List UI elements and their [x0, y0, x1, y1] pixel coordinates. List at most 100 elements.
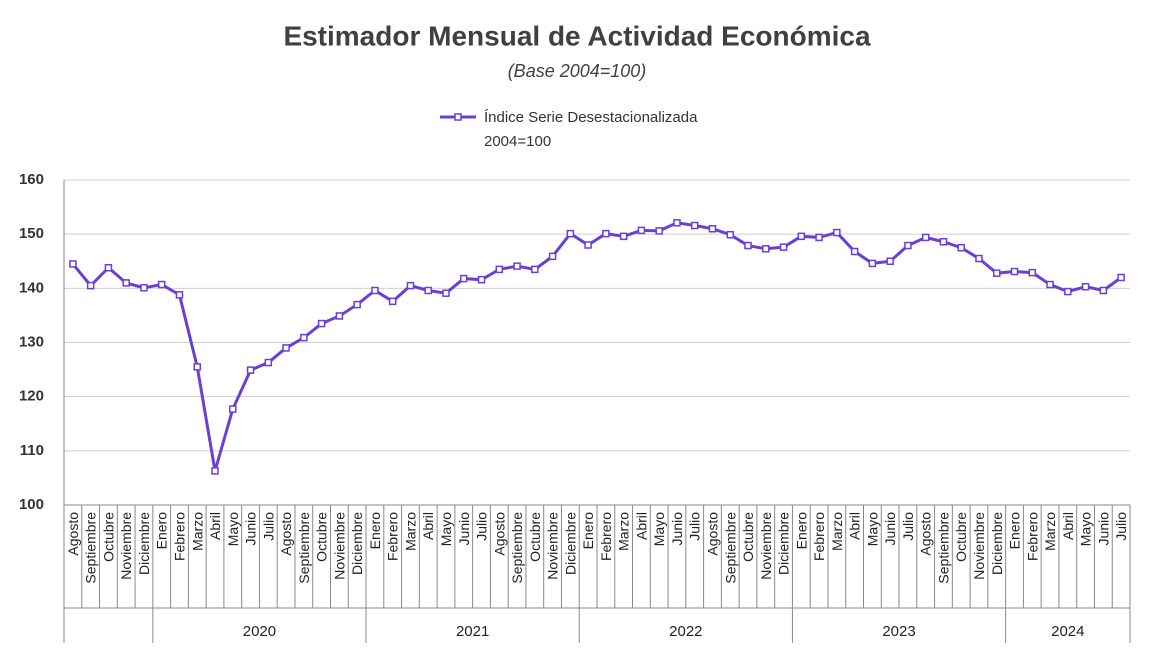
data-point — [264, 358, 273, 367]
data-point — [1117, 273, 1125, 282]
data-point — [637, 226, 646, 235]
data-point — [762, 245, 770, 253]
x-tick-label: Julio — [1113, 512, 1129, 541]
data-point — [388, 297, 397, 306]
data-point — [69, 260, 77, 268]
x-tick-label: Abril — [1060, 512, 1076, 540]
x-tick-label: Junio — [243, 512, 259, 546]
y-tick-label: 120 — [19, 388, 44, 405]
x-tick-label: Enero — [1007, 512, 1023, 550]
data-point — [619, 232, 628, 241]
x-tick-label: Agosto — [65, 512, 81, 556]
x-tick-label: Noviembre — [331, 512, 347, 580]
data-point — [744, 241, 752, 250]
data-point — [868, 259, 877, 268]
data-point — [939, 238, 948, 246]
data-point — [779, 243, 788, 251]
data-point — [886, 257, 894, 265]
x-tick-label: Abril — [207, 512, 223, 540]
data-point — [921, 233, 930, 242]
data-point — [904, 241, 912, 250]
legend-marker — [454, 113, 462, 121]
data-point — [975, 254, 983, 263]
x-tick-label: Diciembre — [136, 512, 152, 575]
y-tick-label: 110 — [20, 442, 44, 459]
data-point — [371, 286, 379, 295]
data-point — [211, 467, 219, 475]
x-tick-label: Diciembre — [349, 512, 365, 575]
data-point — [1064, 287, 1072, 296]
x-tick-label: Septiembre — [83, 512, 99, 584]
data-point — [833, 228, 841, 237]
x-tick-label: Julio — [260, 512, 276, 541]
x-tick-label: Mayo — [864, 512, 880, 546]
data-point — [317, 319, 326, 328]
data-point — [424, 286, 432, 295]
data-point — [193, 363, 201, 371]
data-point — [690, 221, 699, 230]
y-tick-label: 150 — [19, 225, 44, 242]
data-point — [140, 284, 148, 292]
x-tick-label: Febrero — [811, 512, 827, 561]
data-point — [993, 269, 1001, 277]
y-tick-label: 140 — [19, 279, 44, 296]
x-tick-label: Marzo — [1042, 512, 1058, 551]
data-point — [1081, 282, 1090, 291]
data-point — [708, 225, 717, 233]
y-tick-label: 160 — [19, 171, 44, 188]
data-point — [726, 230, 734, 239]
data-point — [406, 281, 415, 290]
group-label: 2020 — [243, 623, 276, 640]
x-tick-label: Septiembre — [509, 512, 525, 584]
data-point — [86, 281, 95, 290]
x-tick-label: Febrero — [171, 512, 187, 561]
data-point — [122, 279, 130, 287]
x-tick-label: Marzo — [402, 512, 418, 551]
data-point — [229, 405, 237, 413]
y-tick-label: 130 — [19, 333, 44, 350]
x-tick-label: Mayo — [225, 512, 241, 546]
x-tick-label: Febrero — [385, 512, 401, 561]
data-point — [957, 243, 965, 252]
x-tick-label: Mayo — [438, 512, 454, 546]
data-point — [602, 229, 610, 238]
data-point — [566, 229, 575, 238]
x-tick-label: Octubre — [740, 512, 756, 562]
data-point — [282, 344, 290, 352]
x-tick-label: Marzo — [616, 512, 632, 551]
data-point — [815, 233, 823, 242]
data-point — [460, 274, 468, 283]
x-tick-label: Abril — [633, 512, 649, 540]
x-tick-label: Junio — [669, 512, 685, 546]
legend-label: Índice Serie Desestacionalizada 2004=100 — [484, 109, 698, 150]
x-tick-label: Noviembre — [758, 512, 774, 580]
data-point — [531, 265, 539, 274]
data-point — [300, 333, 308, 342]
data-point — [797, 232, 806, 241]
x-tick-label: Enero — [793, 512, 809, 550]
data-point — [477, 275, 486, 284]
data-point — [335, 312, 344, 320]
x-tick-label: Septiembre — [935, 512, 951, 584]
x-tick-label: Mayo — [651, 512, 667, 546]
x-tick-label: Diciembre — [776, 512, 792, 575]
x-tick-label: Septiembre — [722, 512, 738, 584]
data-point — [513, 262, 521, 270]
x-tick-label: Enero — [580, 512, 596, 550]
chart-title: Estimador Mensual de Actividad Económica — [283, 20, 871, 51]
group-label: 2021 — [456, 623, 489, 640]
x-tick-label: Mayo — [1078, 512, 1094, 546]
x-tick-label: Febrero — [1024, 512, 1040, 561]
data-line — [71, 221, 1123, 472]
x-tick-label: Enero — [154, 512, 170, 550]
x-tick-label: Marzo — [829, 512, 845, 551]
x-tick-label: Marzo — [189, 512, 205, 551]
x-tick-label: Septiembre — [296, 512, 312, 584]
data-point — [1099, 286, 1108, 295]
x-tick-label: Abril — [420, 512, 436, 540]
x-tick-label: Diciembre — [989, 512, 1005, 575]
x-tick-label: Julio — [687, 512, 703, 541]
x-tick-label: Octubre — [953, 512, 969, 562]
group-label: 2023 — [882, 623, 915, 640]
